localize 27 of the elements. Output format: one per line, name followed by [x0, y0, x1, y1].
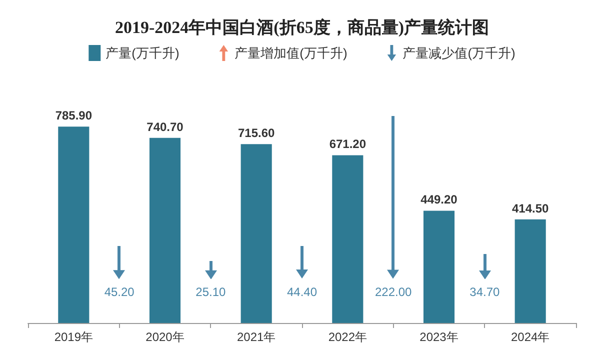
annotation: 45.20 — [103, 285, 136, 299]
annotation: 44.40 — [286, 285, 318, 299]
data-label: 715.60 — [238, 126, 276, 140]
bar — [514, 219, 546, 323]
data-label: 671.20 — [329, 137, 366, 152]
data-label: 449.20 — [420, 192, 458, 207]
annotation: 222.00 — [374, 285, 413, 299]
x-tick-label: 2021年 — [236, 330, 276, 344]
x-tick-label: 2023年 — [420, 330, 458, 344]
x-tick-label: 2022年 — [328, 330, 368, 344]
data-label: 785.90 — [55, 108, 92, 123]
legend-label: 产量增加值(万千升) — [234, 46, 348, 60]
bar — [240, 144, 272, 323]
chart-title: 2019-2024年中国白酒(折65度，商品量)产量统计图 — [115, 18, 489, 37]
bar — [423, 210, 455, 323]
data-label: 740.70 — [146, 120, 184, 134]
annotation: 25.10 — [194, 285, 227, 299]
bar — [332, 155, 364, 323]
x-tick-label: 2020年 — [146, 330, 184, 344]
data-label: 414.50 — [512, 201, 550, 216]
legend-label: 产量(万千升) — [106, 46, 180, 60]
annotation: 34.70 — [468, 285, 501, 299]
x-tick-label: 2024年 — [510, 330, 550, 344]
x-tick-label: 2019年 — [54, 330, 94, 344]
bar — [149, 138, 181, 323]
legend-label: 产量减少值(万千升) — [402, 46, 516, 60]
bar — [58, 126, 90, 323]
